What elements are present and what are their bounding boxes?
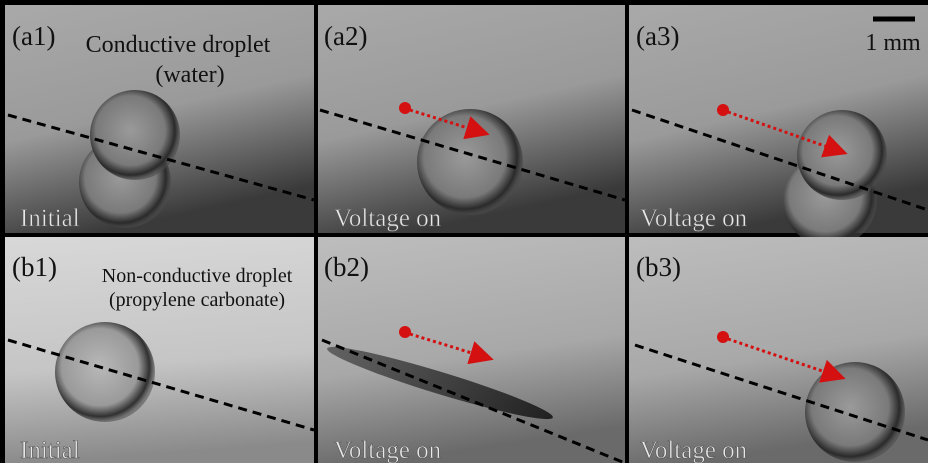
- caption: Initial: [20, 437, 80, 463]
- panel-b3: (b3) Voltage on: [629, 237, 928, 463]
- caption: Voltage on: [640, 205, 748, 232]
- panel-a1: (a1) Conductive droplet (water) Initial: [5, 5, 314, 233]
- panel-label: (b1): [12, 252, 57, 282]
- panel-label: (a1): [12, 21, 55, 51]
- panel-b2: (b2) Voltage on: [318, 237, 625, 463]
- page: {"panels": [ {"label": "(a1)", "caption"…: [0, 0, 928, 463]
- note: Conductive droplet: [86, 32, 271, 58]
- panel-label: (b3): [636, 252, 681, 282]
- note: Non-conductive droplet: [102, 265, 293, 287]
- caption: Voltage on: [334, 205, 442, 232]
- caption: Voltage on: [640, 437, 748, 463]
- panel-a3: 1 mm (a3) Voltage on: [629, 5, 928, 247]
- note: (propylene carbonate): [109, 289, 285, 311]
- caption: Voltage on: [334, 437, 442, 463]
- panel-label: (a2): [324, 21, 367, 51]
- panel-b1: (b1) Non-conductive droplet (propylene c…: [5, 237, 314, 463]
- figure: (a1) Conductive droplet (water) Initial …: [0, 0, 928, 463]
- panel-label: (a3): [636, 21, 679, 51]
- note: (water): [155, 62, 224, 88]
- panel-a2: (a2) Voltage on: [318, 5, 625, 233]
- caption: Initial: [20, 205, 80, 232]
- panel-label: (b2): [324, 252, 369, 282]
- scale-bar-label: 1 mm: [865, 30, 921, 56]
